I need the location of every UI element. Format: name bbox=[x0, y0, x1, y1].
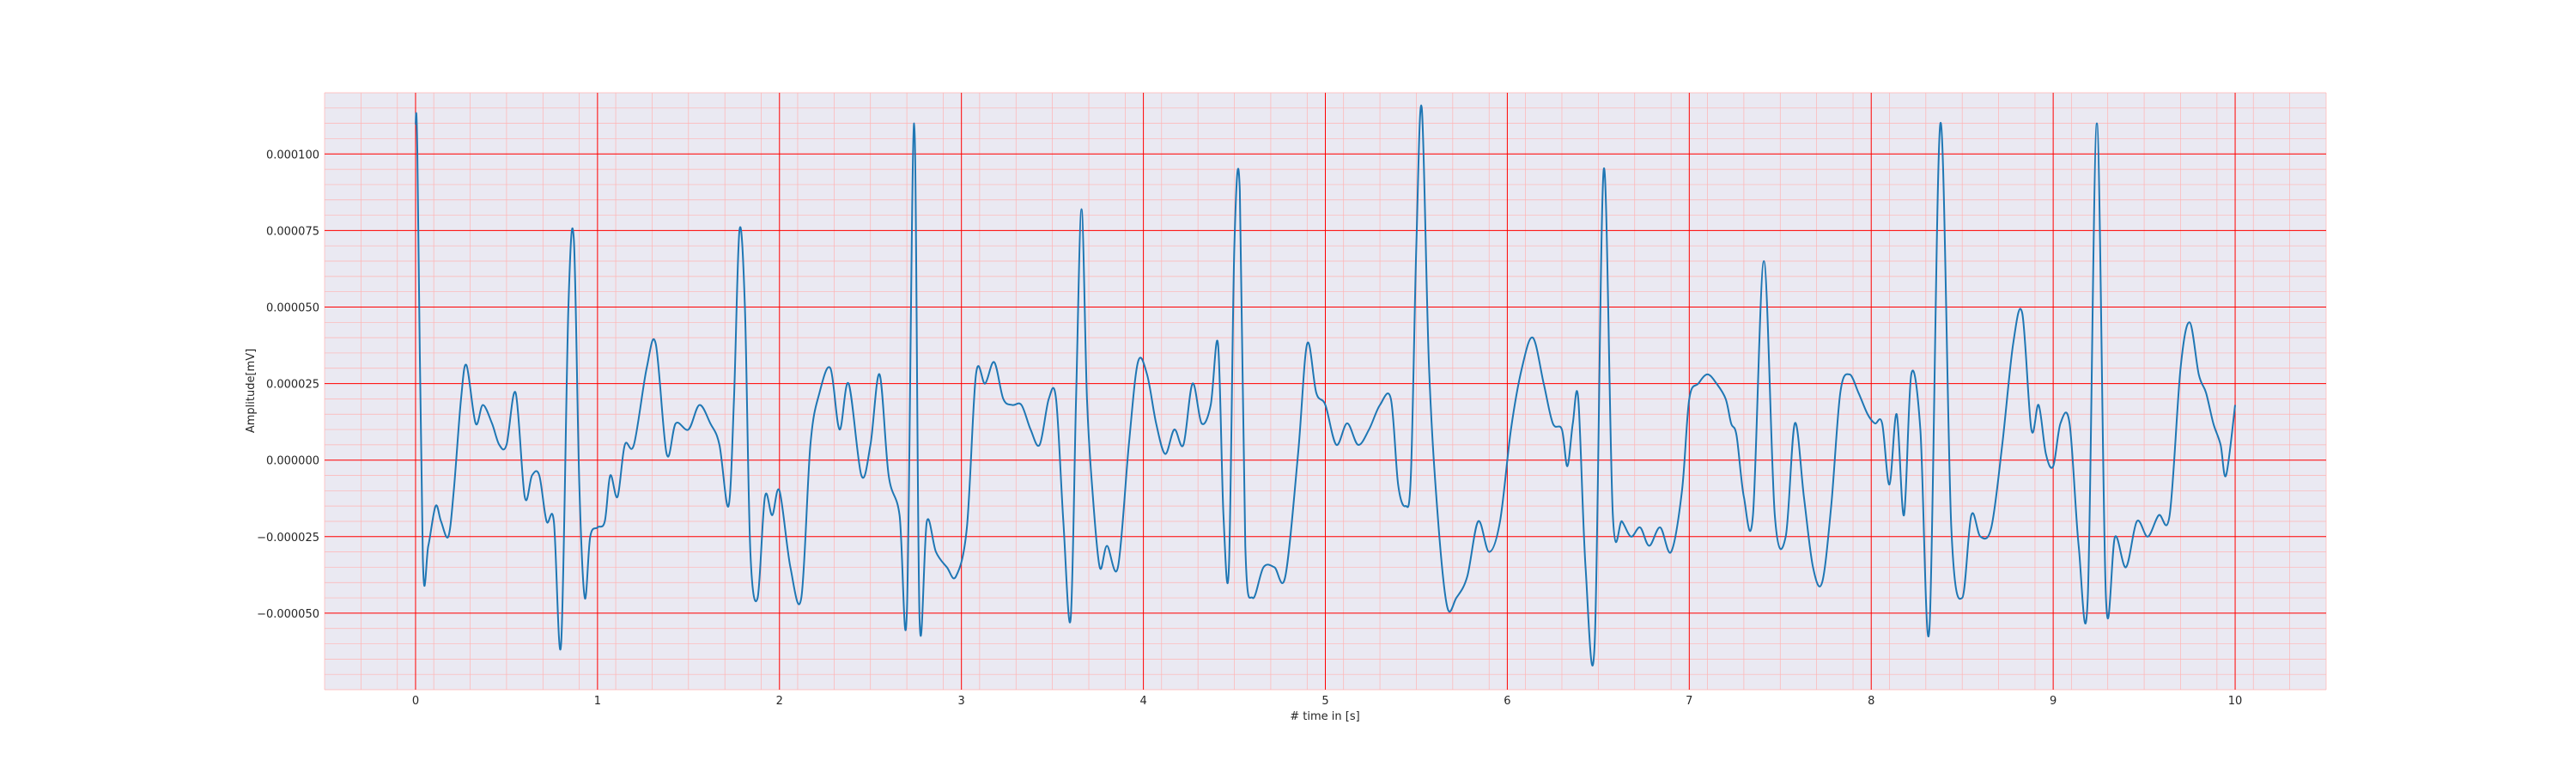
y-tick-label: 0.000100 bbox=[266, 149, 319, 161]
x-tick-label: 9 bbox=[2050, 695, 2057, 708]
x-tick-label: 7 bbox=[1686, 695, 1692, 708]
y-tick-label: 0.000025 bbox=[266, 379, 319, 392]
x-axis-label: # time in [s] bbox=[1290, 710, 1359, 723]
x-axis-ticks: 0 1 2 3 4 5 6 7 8 9 10 bbox=[412, 695, 2243, 708]
y-tick-label: 0.000050 bbox=[266, 301, 319, 314]
x-tick-label: 10 bbox=[2228, 695, 2243, 708]
x-tick-label: 5 bbox=[1321, 695, 1328, 708]
ecg-series-line bbox=[414, 104, 2237, 666]
x-tick-label: 4 bbox=[1139, 695, 1146, 708]
major-grid bbox=[325, 93, 2326, 690]
y-axis-label: Amplitude[mV] bbox=[245, 349, 258, 433]
y-tick-label: −0.000025 bbox=[257, 532, 319, 545]
x-tick-label: 0 bbox=[412, 695, 419, 708]
y-axis-ticks: −0.000050 −0.000025 0.000000 0.000025 0.0000… bbox=[257, 149, 319, 621]
x-tick-label: 2 bbox=[776, 695, 783, 708]
y-tick-label: −0.000050 bbox=[257, 608, 319, 621]
x-tick-label: 8 bbox=[1868, 695, 1874, 708]
x-tick-label: 1 bbox=[594, 695, 601, 708]
x-tick-label: 3 bbox=[958, 695, 965, 708]
x-tick-label: 6 bbox=[1504, 695, 1510, 708]
y-tick-label: 0.000000 bbox=[266, 455, 319, 468]
y-tick-label: 0.000075 bbox=[266, 225, 319, 238]
